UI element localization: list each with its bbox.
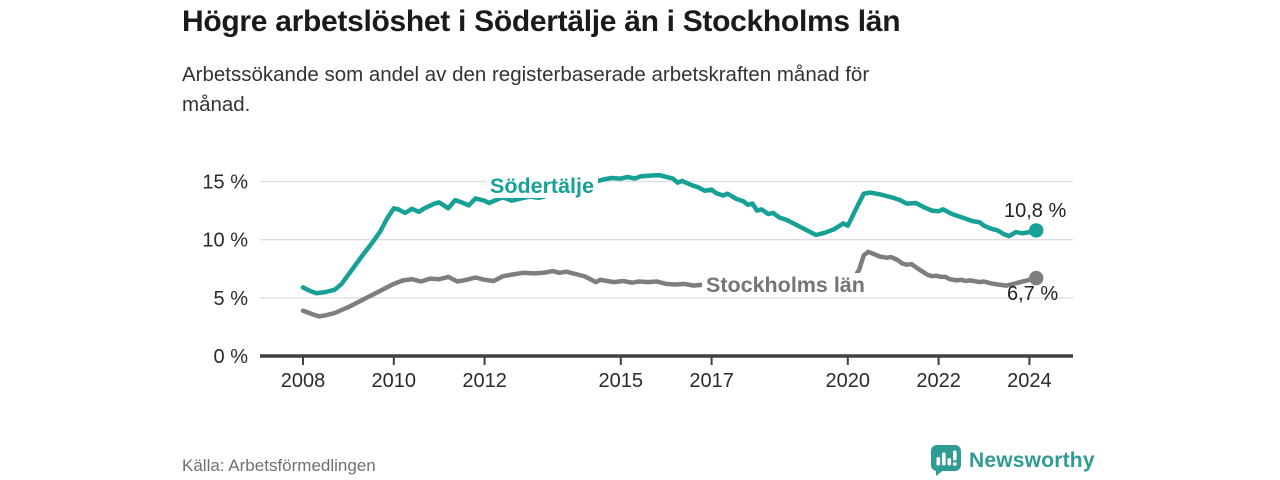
brand-name: Newsworthy [969, 449, 1095, 472]
series-endpoint-dot-0 [1029, 223, 1044, 238]
series-label-sodertalje: Södertälje [486, 174, 598, 198]
x-tick-label: 2010 [372, 370, 417, 392]
y-tick-label: 0 % [214, 346, 249, 368]
page-title: Högre arbetslöshet i Södertälje än i Sto… [182, 5, 901, 38]
x-tick-label: 2024 [1007, 370, 1052, 392]
series-line-1 [300, 249, 1039, 319]
y-tick-label: 10 % [202, 230, 248, 252]
newsworthy-logo: Newsworthy [928, 445, 1095, 477]
x-tick-label: 2012 [462, 370, 507, 392]
x-tick-label: 2022 [916, 370, 961, 392]
chart-canvas: 0 % 5 % 10 % 15 % 2008 2010 2012 2015 2017 2020 20… [202, 172, 1073, 392]
series-line-0 [300, 172, 1039, 296]
newsworthy-bubble-chart-icon [931, 445, 961, 476]
x-tick-label: 2008 [281, 370, 326, 392]
y-tick-label: 15 % [202, 172, 248, 194]
series-label-stockholms-lan: Stockholms län [702, 273, 869, 297]
x-tick-label: 2017 [689, 370, 734, 392]
subtitle-line-2: månad. [182, 93, 251, 116]
end-value-label-sodertalje: 10,8 % [1004, 200, 1067, 222]
chart-subtitle: Arbetssökande som andel av den registerb… [182, 60, 1062, 120]
end-value-label-stockholms-lan: 6,7 % [1007, 283, 1059, 305]
series-endpoint-dot-1 [1029, 270, 1044, 286]
y-tick-label: 5 % [214, 288, 249, 310]
x-tick-label: 2015 [599, 370, 644, 392]
unemployment-line-chart: 0 % 5 % 10 % 15 % 2008 2010 2012 2015 2017 2020 20… [180, 150, 1120, 410]
x-tick-label: 2020 [826, 370, 871, 392]
source-note: Källa: Arbetsförmedlingen [182, 456, 376, 475]
subtitle-line-1: Arbetssökande som andel av den registerb… [182, 63, 870, 86]
